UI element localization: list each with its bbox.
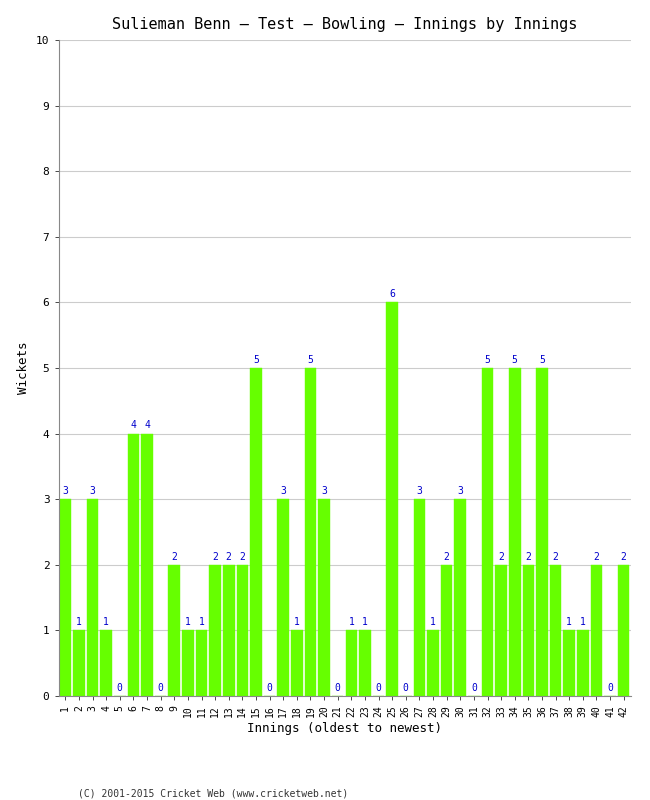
Text: 4: 4 xyxy=(131,420,136,430)
Bar xyxy=(346,630,357,696)
Text: 3: 3 xyxy=(62,486,68,496)
Text: 5: 5 xyxy=(484,354,491,365)
Text: 2: 2 xyxy=(621,551,627,562)
Bar xyxy=(550,565,562,696)
Text: 1: 1 xyxy=(76,617,82,627)
Text: 1: 1 xyxy=(185,617,191,627)
Bar xyxy=(509,368,521,696)
Bar xyxy=(305,368,317,696)
Bar xyxy=(386,302,398,696)
Text: 2: 2 xyxy=(525,551,531,562)
Text: 4: 4 xyxy=(144,420,150,430)
Text: 1: 1 xyxy=(430,617,436,627)
Bar xyxy=(359,630,370,696)
Bar xyxy=(250,368,262,696)
Bar xyxy=(564,630,575,696)
Bar xyxy=(591,565,603,696)
Text: 0: 0 xyxy=(335,682,341,693)
Text: 1: 1 xyxy=(294,617,300,627)
Text: 3: 3 xyxy=(321,486,327,496)
Text: 5: 5 xyxy=(539,354,545,365)
Text: 5: 5 xyxy=(253,354,259,365)
Text: (C) 2001-2015 Cricket Web (www.cricketweb.net): (C) 2001-2015 Cricket Web (www.cricketwe… xyxy=(78,788,348,798)
Text: 2: 2 xyxy=(212,551,218,562)
Bar xyxy=(413,499,425,696)
Text: 0: 0 xyxy=(117,682,123,693)
Text: 0: 0 xyxy=(266,682,272,693)
Text: 1: 1 xyxy=(580,617,586,627)
Bar xyxy=(209,565,221,696)
Bar xyxy=(223,565,235,696)
Text: 2: 2 xyxy=(226,551,231,562)
Text: 1: 1 xyxy=(362,617,368,627)
X-axis label: Innings (oldest to newest): Innings (oldest to newest) xyxy=(247,722,442,735)
Bar xyxy=(168,565,180,696)
Text: 3: 3 xyxy=(458,486,463,496)
Bar xyxy=(278,499,289,696)
Bar xyxy=(237,565,248,696)
Bar xyxy=(60,499,71,696)
Bar xyxy=(318,499,330,696)
Bar xyxy=(482,368,493,696)
Bar xyxy=(182,630,194,696)
Text: 1: 1 xyxy=(198,617,205,627)
Text: 5: 5 xyxy=(512,354,517,365)
Bar xyxy=(523,565,534,696)
Bar xyxy=(577,630,589,696)
Bar xyxy=(127,434,139,696)
Bar xyxy=(100,630,112,696)
Text: 3: 3 xyxy=(417,486,423,496)
Y-axis label: Wickets: Wickets xyxy=(18,342,31,394)
Bar xyxy=(454,499,466,696)
Text: 5: 5 xyxy=(307,354,313,365)
Text: 0: 0 xyxy=(158,682,164,693)
Text: 2: 2 xyxy=(498,551,504,562)
Text: 1: 1 xyxy=(348,617,354,627)
Text: 0: 0 xyxy=(607,682,613,693)
Text: 3: 3 xyxy=(280,486,286,496)
Bar xyxy=(495,565,507,696)
Title: Sulieman Benn – Test – Bowling – Innings by Innings: Sulieman Benn – Test – Bowling – Innings… xyxy=(112,17,577,32)
Text: 2: 2 xyxy=(552,551,558,562)
Text: 0: 0 xyxy=(376,682,382,693)
Bar xyxy=(291,630,303,696)
Text: 2: 2 xyxy=(239,551,245,562)
Bar xyxy=(196,630,207,696)
Bar xyxy=(73,630,84,696)
Text: 2: 2 xyxy=(593,551,599,562)
Bar xyxy=(536,368,548,696)
Text: 1: 1 xyxy=(566,617,572,627)
Text: 6: 6 xyxy=(389,289,395,299)
Text: 2: 2 xyxy=(172,551,177,562)
Text: 2: 2 xyxy=(444,551,450,562)
Text: 0: 0 xyxy=(403,682,409,693)
Bar xyxy=(141,434,153,696)
Bar xyxy=(618,565,629,696)
Text: 3: 3 xyxy=(90,486,96,496)
Bar xyxy=(86,499,98,696)
Bar xyxy=(427,630,439,696)
Bar xyxy=(441,565,452,696)
Text: 0: 0 xyxy=(471,682,477,693)
Text: 1: 1 xyxy=(103,617,109,627)
